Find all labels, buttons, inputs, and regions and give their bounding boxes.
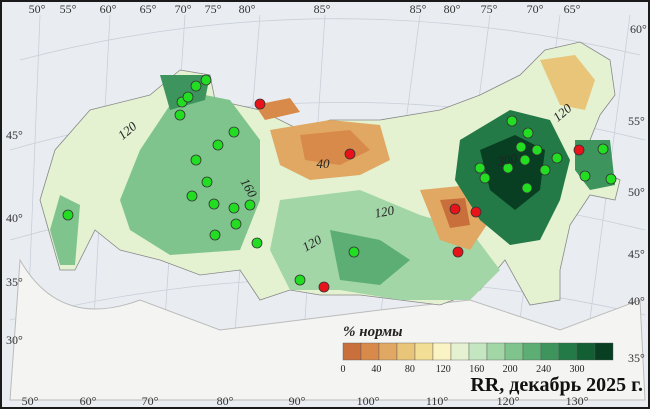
stations-below [254, 98, 585, 293]
latitude-label: 55° [628, 114, 645, 128]
longitude-label: 80° [239, 2, 256, 16]
legend-tick-label: 40 [371, 364, 381, 375]
longitude-label: 80° [444, 2, 461, 16]
legend-tick-label: 0 [341, 364, 346, 375]
legend-swatch [558, 342, 578, 361]
legend-swatch [396, 342, 416, 361]
longitude-label: 110° [426, 394, 449, 408]
latitude-label: 35° [6, 275, 23, 289]
zone-dry-ne [540, 55, 595, 110]
legend-swatch [378, 342, 398, 361]
neighbour-land [9, 258, 646, 401]
legend-swatch [504, 342, 524, 361]
legend-tick-label: 120 [436, 364, 451, 375]
legend-tick-label: 240 [536, 364, 551, 375]
latitude-label: 35° [628, 351, 645, 365]
longitude-label: 65° [140, 2, 157, 16]
longitude-label: 65° [564, 2, 581, 16]
legend-swatch [522, 342, 542, 361]
footer: RR, декабрь 2025 г. [470, 374, 643, 396]
latitude-label: 50° [628, 185, 645, 199]
longitude-label: 130° [566, 394, 589, 408]
legend-tick-label: 300 [570, 364, 585, 375]
zone-novaya-zemlya [255, 98, 300, 120]
legend-swatch [414, 342, 434, 361]
longitude-label: 120° [497, 394, 520, 408]
longitude-label: 60° [100, 2, 117, 16]
longitude-label: 50° [29, 2, 46, 16]
legend: % нормы 0 40 80 120 160 200 240 300 [341, 324, 614, 375]
legend-swatch [342, 342, 362, 361]
latitude-label: 40° [628, 294, 645, 308]
stations-above [62, 74, 617, 286]
zone-green-mid [330, 230, 410, 285]
longitude-label: 85° [410, 2, 427, 16]
contour-label: 300 [495, 150, 518, 168]
longitude-label: 70° [142, 394, 159, 408]
latitude-label: 45° [6, 128, 23, 142]
legend-swatch [594, 342, 614, 361]
legend-swatch [450, 342, 470, 361]
latitude-label: 45° [628, 247, 645, 261]
zone-green-west [120, 90, 260, 255]
longitude-label: 75° [481, 2, 498, 16]
legend-tick-label: 80 [405, 364, 415, 375]
latitude-label: 40° [6, 211, 23, 225]
longitude-label: 80° [217, 394, 234, 408]
legend-tick-label: 200 [503, 364, 518, 375]
legend-tick-label: 160 [469, 364, 484, 375]
longitude-label: 100° [357, 394, 380, 408]
longitude-label: 70° [175, 2, 192, 16]
contour-label: 120 [373, 202, 395, 220]
longitude-label: 85° [314, 2, 331, 16]
legend-swatch [486, 342, 506, 361]
contour-label: 40 [317, 156, 331, 171]
latitude-label: 30° [6, 333, 23, 347]
legend-swatch [360, 342, 380, 361]
legend-swatch [540, 342, 560, 361]
longitude-label: 70° [527, 2, 544, 16]
latitude-label: 60° [630, 22, 647, 36]
legend-title: % нормы [343, 324, 403, 340]
legend-swatch [468, 342, 488, 361]
longitude-label: 90° [289, 394, 306, 408]
longitude-label: 75° [205, 2, 222, 16]
longitude-label: 60° [80, 394, 97, 408]
legend-swatch [576, 342, 596, 361]
legend-swatch [432, 342, 452, 361]
longitude-label: 55° [60, 2, 77, 16]
longitude-label: 50° [22, 394, 39, 408]
